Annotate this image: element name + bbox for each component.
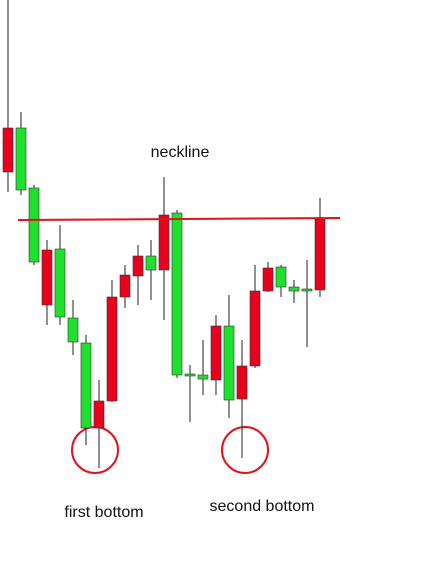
candle-body <box>28 187 40 263</box>
candle-body <box>301 288 313 292</box>
candle-body <box>132 255 144 277</box>
candle-body <box>197 374 209 380</box>
second-bottom-circle <box>221 426 269 474</box>
first-bottom-circle <box>71 426 119 474</box>
neckline-label: neckline <box>151 144 210 161</box>
candle-body <box>262 267 274 292</box>
candle-body <box>249 290 261 367</box>
first-bottom-label: first bottom <box>64 504 143 521</box>
candle-body <box>93 400 105 429</box>
second-bottom-label: second bottom <box>210 498 315 515</box>
candle-body <box>275 266 287 288</box>
candle-body <box>236 365 248 400</box>
candle-body <box>106 296 118 402</box>
candle-body <box>158 214 170 271</box>
candle-body <box>119 274 131 298</box>
candle-body <box>15 127 27 191</box>
candle-body <box>54 248 66 318</box>
candle-body <box>210 325 222 381</box>
neckline <box>17 217 341 221</box>
candle-body <box>223 325 235 401</box>
candle-body <box>145 255 157 271</box>
candle-body <box>288 286 300 292</box>
candle-body <box>41 249 53 306</box>
candle-body <box>80 342 92 429</box>
candle-body <box>2 127 14 173</box>
candle-body <box>314 217 326 291</box>
candle-body <box>184 373 196 377</box>
candle-body <box>67 317 79 343</box>
candle-body <box>171 212 183 376</box>
